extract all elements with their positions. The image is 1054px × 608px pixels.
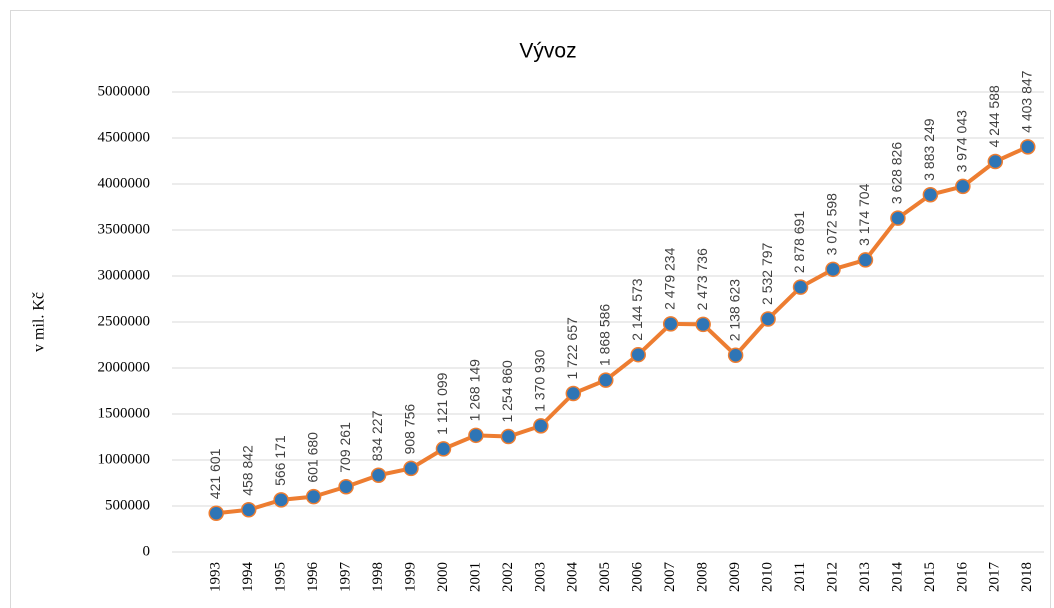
x-tick-label: 2013: [857, 562, 873, 592]
value-label: 1 268 149: [467, 359, 483, 421]
x-tick-label: 2011: [792, 562, 808, 591]
marker: [727, 347, 744, 363]
x-tick-label: 1995: [273, 562, 289, 592]
chart-title: Vývoz: [519, 40, 576, 63]
marker: [370, 467, 387, 484]
value-label: 421 601: [207, 448, 223, 499]
x-tick-label: 2001: [467, 562, 483, 592]
x-tick-label: 2015: [922, 562, 938, 592]
value-label: 566 171: [272, 435, 288, 486]
y-tick-label: 5000000: [98, 83, 151, 99]
y-tick-label: 2500000: [98, 313, 151, 329]
marker: [273, 492, 289, 508]
x-tick-label: 2014: [889, 562, 905, 593]
marker: [305, 488, 322, 505]
value-label: 4 244 588: [986, 85, 1002, 147]
x-tick-label: 1998: [370, 562, 386, 592]
y-tick-label: 4000000: [98, 175, 151, 191]
value-label: 2 532 797: [759, 242, 775, 304]
marker: [955, 178, 971, 195]
value-label: 458 842: [239, 445, 255, 496]
marker: [825, 261, 841, 278]
y-tick-label: 4500000: [98, 129, 151, 145]
marker: [1020, 139, 1036, 155]
marker: [208, 505, 224, 521]
value-label: 1 868 586: [596, 304, 612, 366]
marker: [565, 385, 582, 402]
marker: [630, 346, 646, 363]
x-tick-label: 2009: [727, 562, 743, 592]
value-label: 2 473 736: [694, 248, 710, 310]
y-tick-label: 0: [143, 543, 151, 559]
x-tick-label: 1996: [305, 562, 321, 593]
marker: [468, 427, 484, 444]
x-tick-label: 2016: [954, 562, 970, 593]
value-label: 2 138 623: [726, 279, 742, 341]
value-label: 2 479 234: [661, 247, 677, 309]
marker: [695, 316, 711, 333]
value-label: 3 883 249: [921, 118, 937, 180]
x-tick-label: 2003: [532, 562, 548, 592]
value-label: 1 121 099: [434, 372, 450, 434]
marker: [435, 441, 452, 457]
marker: [338, 478, 354, 495]
x-tick-label: 2004: [565, 562, 581, 593]
value-label: 601 680: [304, 432, 320, 483]
x-tick-label: 2012: [824, 562, 840, 592]
y-axis-label: v mil. Kč: [31, 292, 48, 352]
value-label: 3 628 826: [889, 142, 905, 204]
value-label: 3 174 704: [856, 183, 872, 245]
value-label: 709 261: [337, 422, 353, 473]
marker: [922, 186, 939, 203]
value-label: 1 370 930: [532, 349, 548, 411]
y-tick-label: 500000: [105, 497, 150, 513]
value-label: 1 722 657: [564, 317, 580, 379]
x-tick-label: 2002: [500, 562, 516, 592]
y-tick-label: 1000000: [98, 451, 151, 467]
y-tick-label: 3000000: [98, 267, 151, 283]
x-tick-label: 2007: [662, 562, 678, 593]
marker: [662, 316, 679, 332]
marker: [598, 372, 614, 388]
x-tick-label: 1999: [402, 562, 418, 592]
value-label: 2 878 691: [791, 211, 807, 273]
marker: [500, 428, 517, 445]
x-tick-label: 1993: [208, 562, 224, 592]
x-tick-label: 2017: [987, 562, 1003, 593]
marker: [403, 460, 419, 477]
chart-border: [10, 10, 1051, 608]
value-label: 3 072 598: [824, 193, 840, 255]
x-tick-label: 2010: [760, 562, 776, 592]
x-tick-label: 1997: [338, 562, 354, 593]
y-tick-label: 2000000: [98, 359, 151, 375]
y-tick-label: 3500000: [98, 221, 151, 237]
y-tick-label: 1500000: [98, 405, 151, 421]
value-label: 834 227: [369, 410, 385, 461]
value-label: 4 403 847: [1018, 70, 1034, 132]
x-tick-label: 2006: [630, 562, 646, 593]
marker: [760, 311, 776, 327]
value-label: 1 254 860: [499, 360, 515, 422]
x-tick-label: 1994: [240, 562, 256, 593]
marker: [890, 210, 906, 226]
value-label: 908 756: [402, 404, 418, 455]
x-tick-label: 2000: [435, 562, 451, 592]
marker: [240, 502, 257, 518]
marker: [533, 418, 549, 434]
x-tick-label: 2005: [597, 562, 613, 592]
marker: [987, 153, 1004, 170]
value-label: 2 144 573: [629, 278, 645, 340]
x-tick-label: 2008: [695, 562, 711, 592]
marker: [792, 279, 809, 295]
marker: [857, 252, 874, 268]
x-tick-label: 2018: [1019, 562, 1035, 592]
value-label: 3 974 043: [954, 110, 970, 172]
